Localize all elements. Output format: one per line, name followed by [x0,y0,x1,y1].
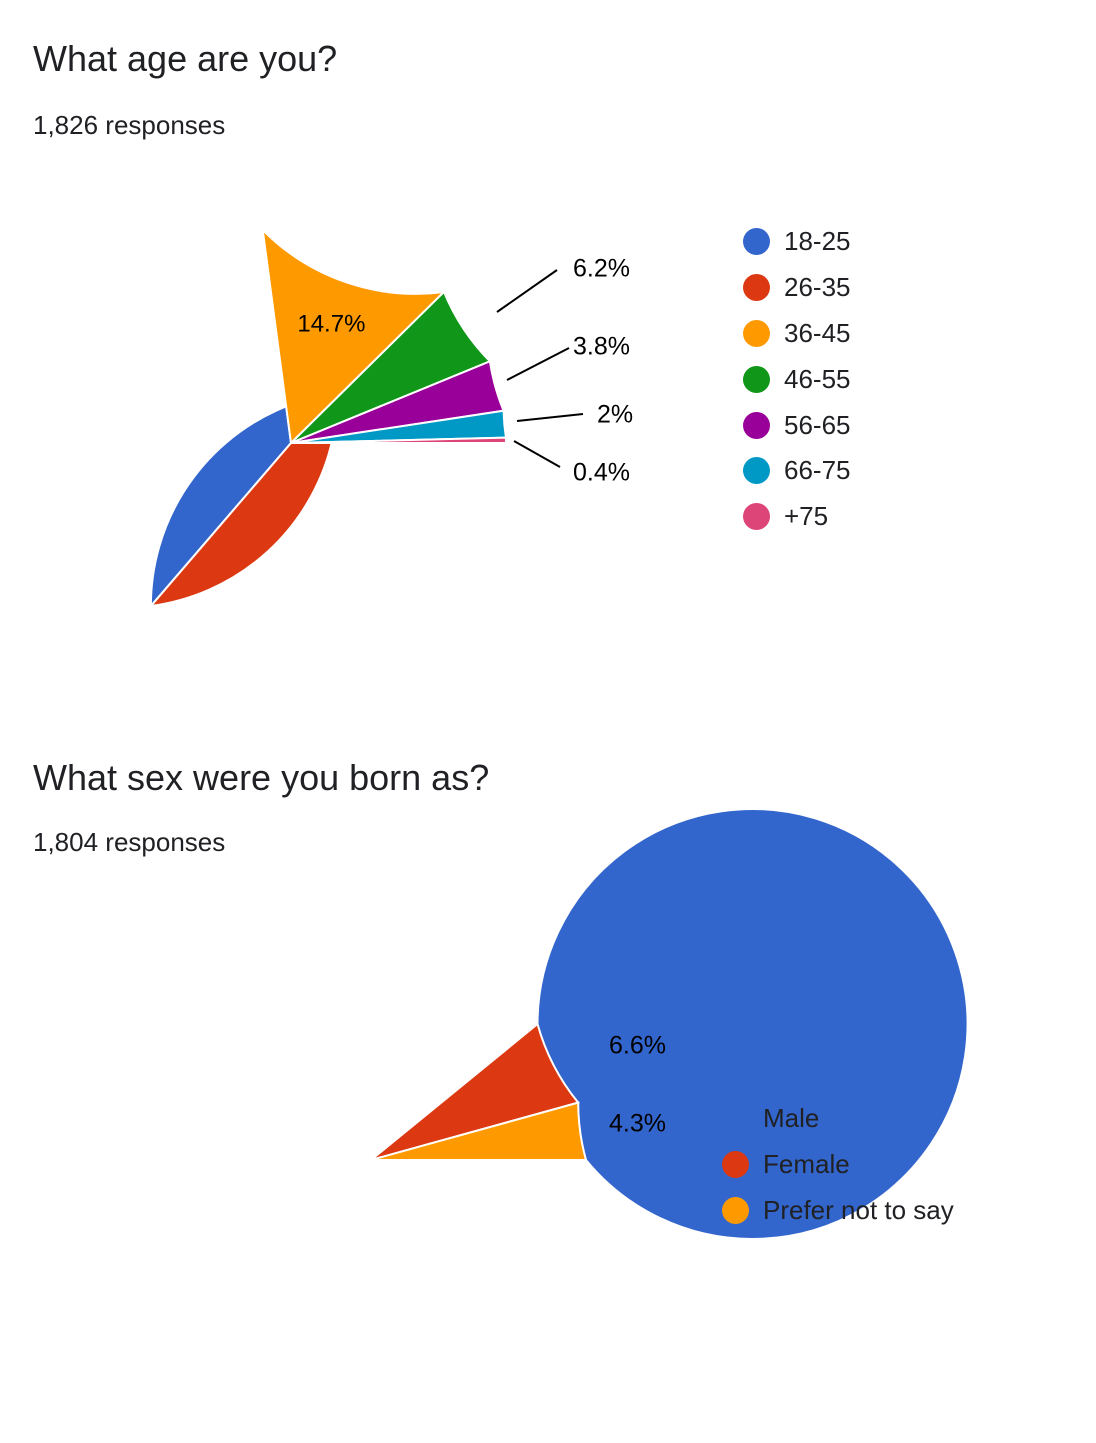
legend-item-male[interactable]: Male [722,1096,954,1142]
legend-label: +75 [784,501,829,532]
legend-swatch [743,503,770,531]
legend-label: Prefer not to say [763,1194,954,1225]
pie-slice-36-45 [261,227,447,446]
slice-label-46-55: 6.2% [573,255,630,283]
legend-label: 66-75 [784,455,851,486]
legend-label: Male [763,1103,820,1134]
legend-swatch [743,365,770,393]
sex-legend: Male Female Prefer not to say [722,1096,954,1233]
legend-item-female[interactable]: Female [722,1142,954,1188]
legend-label: 18-25 [784,226,851,257]
question-sex: What sex were you born as? 1,804 respons… [33,715,1063,1443]
pie-slice-75 [290,436,508,444]
question-title: What age are you? [33,38,338,79]
legend-swatch [743,319,770,347]
slice-label-56-65: 3.8% [573,333,630,361]
legend-item-75[interactable]: +75 [743,494,851,540]
legend-item-36-45[interactable]: 36-45 [743,311,851,357]
slice-label-18-25: 36.3% [309,542,377,569]
leader-line-46-55 [496,269,558,313]
legend-item-46-55[interactable]: 46-55 [743,356,851,402]
question-title: What sex were you born as? [33,757,490,798]
legend-swatch [722,1151,749,1179]
legend-item-18-25[interactable]: 18-25 [743,219,851,265]
age-pie-chart: 14.7% 36.6% 36.3% 6.2% 3.8% 2% 0.4% [137,227,633,609]
response-count: 1,826 responses [33,110,226,140]
sex-pie-chart: 89.1% 6.6% 4.3% [220,808,969,1240]
response-count: 1,804 responses [33,827,226,857]
slice-label-female: 6.6% [609,1032,666,1060]
legend-item-66-75[interactable]: 66-75 [743,448,851,494]
legend-label: 56-65 [784,409,851,440]
leader-line-75 [513,440,561,468]
legend-label: 36-45 [784,317,851,348]
legend-item-56-65[interactable]: 56-65 [743,402,851,448]
legend-swatch [722,1196,749,1224]
question-age: What age are you? 1,826 responses 14.7% 3… [33,0,1063,715]
leader-line-66-75 [516,413,584,422]
legend-label: 46-55 [784,363,851,394]
legend-item-26-35[interactable]: 26-35 [743,265,851,311]
legend-swatch [722,1105,749,1133]
legend-swatch [743,274,770,302]
slice-label-prefer-not-to-say: 4.3% [609,1110,666,1138]
legend-swatch [743,228,770,256]
slice-label-36-45: 14.7% [297,310,365,337]
age-legend: 18-25 26-35 36-45 46-55 56-65 66-75 +75 [743,219,851,540]
legend-swatch [743,457,770,485]
legend-label: Female [763,1149,850,1180]
legend-swatch [743,411,770,439]
slice-label-male: 89.1% [220,1187,288,1214]
legend-label: 26-35 [784,272,851,303]
slice-label-75: 0.4% [573,459,630,487]
slice-label-66-75: 2% [597,401,633,429]
leader-line-56-65 [506,347,570,381]
pie-slice-prefer-not-to-say [370,1101,588,1161]
legend-item-prefer-not-to-say[interactable]: Prefer not to say [722,1188,954,1234]
slice-label-26-35: 36.6% [137,393,205,420]
